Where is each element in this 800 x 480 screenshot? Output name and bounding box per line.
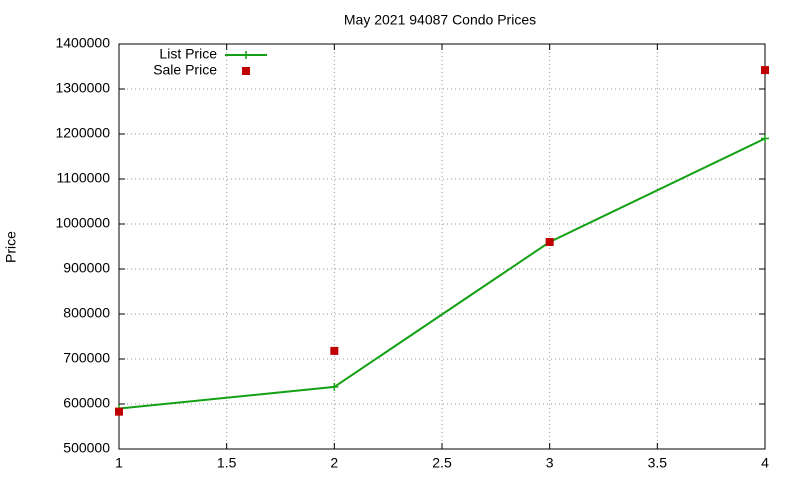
legend-label: List Price <box>159 46 217 62</box>
y-tick-label: 1100000 <box>57 170 111 186</box>
y-tick-label: 800000 <box>63 305 110 321</box>
x-tick-label: 3.5 <box>648 455 668 471</box>
point-marker <box>330 382 339 391</box>
line <box>118 137 766 410</box>
y-tick-label: 1200000 <box>55 125 110 141</box>
point <box>761 66 769 75</box>
x-tick-label: 1.5 <box>217 455 237 471</box>
legend-label: Sale Price <box>153 62 217 78</box>
legend-marker <box>242 51 250 59</box>
point <box>545 238 554 246</box>
y-tick-label: 1300000 <box>55 80 110 96</box>
point-marker <box>761 134 769 143</box>
y-tick-label: 700000 <box>63 350 110 366</box>
y-tick-label: 500000 <box>63 440 110 456</box>
y-tick-label: 900000 <box>63 260 110 276</box>
x-tick-label: 3 <box>546 455 554 471</box>
point <box>330 346 339 355</box>
x-tick-label: 2 <box>330 455 338 471</box>
x-tick-label: 4 <box>761 455 769 471</box>
x-tick-label: 1 <box>115 455 123 471</box>
legend-marker <box>242 67 250 75</box>
chart-title: May 2021 94087 Condo Prices <box>344 12 536 28</box>
y-tick-label: 600000 <box>63 395 110 411</box>
point <box>115 407 123 416</box>
y-tick-label: 1400000 <box>55 35 110 51</box>
y-axis-label: Price <box>3 231 19 263</box>
y-tick-label: 1000000 <box>55 215 110 231</box>
x-tick-label: 2.5 <box>432 455 452 471</box>
plot-frame <box>118 43 766 450</box>
